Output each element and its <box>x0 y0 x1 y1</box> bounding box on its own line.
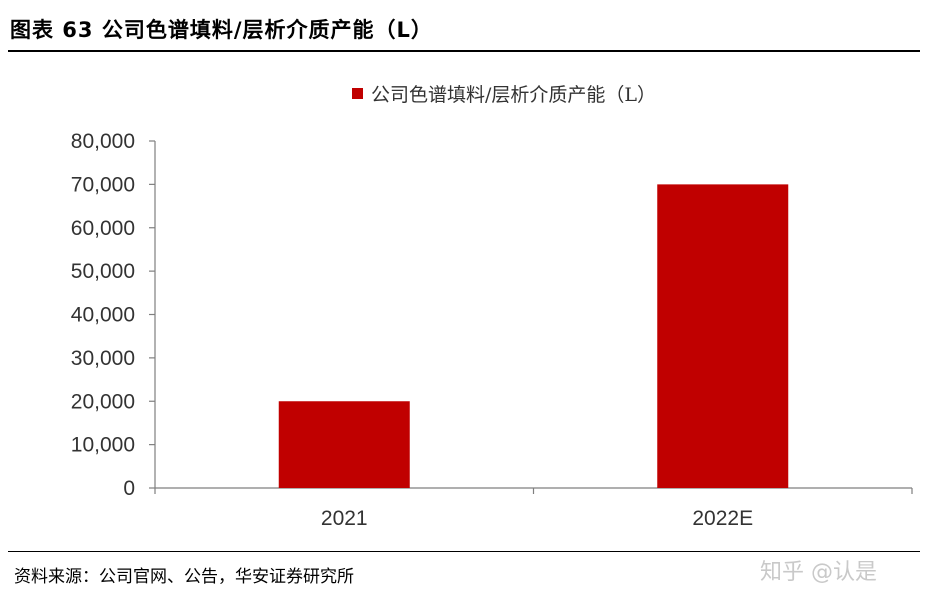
y-axis: 0 10,000 20,000 30,000 40,000 50,000 60,000 70,… <box>71 130 156 500</box>
bar-2022E <box>657 184 789 488</box>
y-tick-label: 70,000 <box>71 173 135 196</box>
chart-legend: 公司色谱填料/层析介质产能（L） <box>352 80 656 107</box>
figure-title: 图表 63 公司色谱填料/层析介质产能（L） <box>10 18 433 42</box>
footer-divider <box>8 551 920 552</box>
bar-2021 <box>278 401 410 488</box>
legend-swatch <box>352 88 363 99</box>
y-tick-label: 20,000 <box>71 390 135 413</box>
x-tick-label: 2022E <box>692 507 753 530</box>
source-note: 资料来源：公司官网、公告，华安证券研究所 <box>14 567 354 587</box>
x-axis: 2021 2022E <box>154 487 913 530</box>
watermark: 知乎 @认是 <box>760 560 877 585</box>
bars <box>278 184 789 488</box>
y-tick-label: 80,000 <box>71 130 135 153</box>
y-tick-label: 60,000 <box>71 217 135 240</box>
y-tick-label: 0 <box>123 477 135 500</box>
title-divider <box>8 50 920 52</box>
legend-label: 公司色谱填料/层析介质产能（L） <box>371 84 657 106</box>
y-tick-label: 40,000 <box>71 304 135 327</box>
y-tick-label: 50,000 <box>71 260 135 283</box>
y-tick-label: 30,000 <box>71 347 135 370</box>
x-tick-label: 2021 <box>321 507 368 530</box>
y-tick-label: 10,000 <box>71 434 135 457</box>
